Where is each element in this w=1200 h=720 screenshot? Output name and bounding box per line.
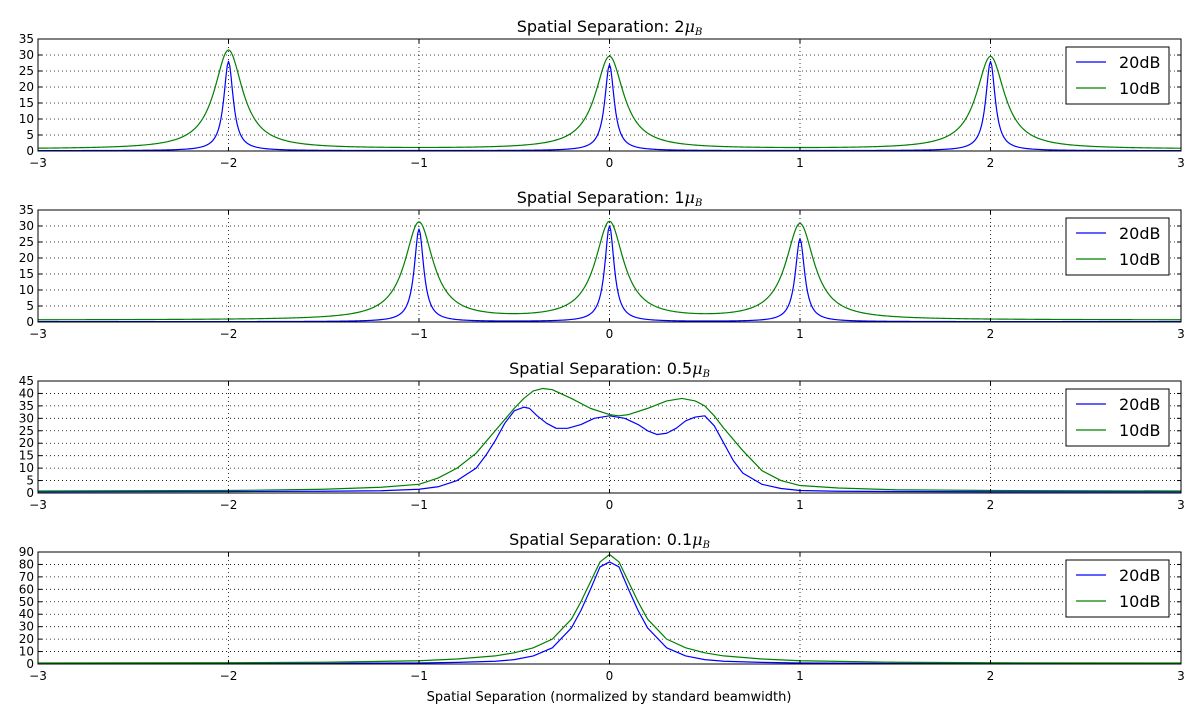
x-tick-label: 2	[987, 156, 995, 170]
y-tick-label: 35	[19, 32, 34, 46]
x-tick-label: −3	[29, 327, 47, 341]
x-tick-label: 0	[606, 498, 614, 512]
y-tick-label: 0	[26, 315, 34, 329]
series-line-10dB	[38, 387, 1181, 492]
x-tick-label: −3	[29, 669, 47, 683]
y-tick-label: 30	[19, 48, 34, 62]
x-tick-label: 1	[796, 669, 804, 683]
x-tick-label: −2	[220, 498, 238, 512]
x-tick-label: 1	[796, 498, 804, 512]
y-tick-label: 40	[19, 607, 34, 621]
legend-box	[1065, 46, 1170, 105]
y-tick-label: 5	[26, 128, 34, 142]
y-tick-label: 70	[19, 570, 34, 584]
y-tick-label: 5	[26, 474, 34, 488]
series-line-10dB	[38, 49, 1181, 149]
y-tick-label: 30	[19, 620, 34, 634]
y-tick-label: 25	[19, 235, 34, 249]
y-tick-label: 80	[19, 557, 34, 571]
y-tick-label: 35	[19, 203, 34, 217]
x-tick-label: −2	[220, 156, 238, 170]
x-tick-label: 0	[606, 669, 614, 683]
y-tick-label: 15	[19, 267, 34, 281]
x-tick-label: −1	[410, 327, 428, 341]
y-tick-label: 20	[19, 436, 34, 450]
x-tick-label: −1	[410, 498, 428, 512]
series-line-20dB	[38, 225, 1181, 322]
y-tick-label: 40	[19, 386, 34, 400]
x-tick-label: −2	[220, 669, 238, 683]
x-tick-label: 2	[987, 669, 995, 683]
y-tick-label: 25	[19, 424, 34, 438]
x-tick-label: 1	[796, 327, 804, 341]
legend-label-20dB: 20dB	[1119, 53, 1161, 72]
legend: 20dB 10dB	[1065, 559, 1170, 618]
legend-box	[1065, 388, 1170, 447]
y-tick-label: 90	[19, 545, 34, 559]
y-tick-label: 0	[26, 486, 34, 500]
y-tick-label: 20	[19, 251, 34, 265]
y-tick-label: 5	[26, 299, 34, 313]
x-tick-label: 3	[1177, 669, 1185, 683]
y-tick-label: 15	[19, 449, 34, 463]
x-tick-label: −3	[29, 498, 47, 512]
y-tick-label: 15	[19, 96, 34, 110]
x-tick-label: 2	[987, 327, 995, 341]
x-axis-label: Spatial Separation (normalized by standa…	[427, 690, 792, 705]
y-tick-label: 30	[19, 219, 34, 233]
subplot-title: Spatial Separation: 0.5μB	[509, 359, 710, 380]
y-tick-label: 10	[19, 645, 34, 659]
legend-label-20dB: 20dB	[1119, 566, 1161, 585]
x-tick-label: −3	[29, 156, 47, 170]
y-tick-label: 45	[19, 374, 34, 388]
legend: 20dB 10dB	[1065, 217, 1170, 276]
x-tick-label: 3	[1177, 327, 1185, 341]
x-tick-label: −1	[410, 669, 428, 683]
legend-label-10dB: 10dB	[1119, 250, 1161, 269]
legend-label-20dB: 20dB	[1119, 224, 1161, 243]
y-tick-label: 35	[19, 399, 34, 413]
x-tick-label: 2	[987, 498, 995, 512]
subplot-title: Spatial Separation: 1μB	[517, 188, 703, 209]
y-tick-label: 25	[19, 64, 34, 78]
y-tick-label: 20	[19, 80, 34, 94]
series-line-20dB	[38, 60, 1181, 151]
x-tick-label: 3	[1177, 156, 1185, 170]
series-line-20dB	[38, 561, 1181, 664]
legend-box	[1065, 559, 1170, 618]
y-tick-label: 60	[19, 582, 34, 596]
subplot-title: Spatial Separation: 2μB	[517, 17, 703, 38]
y-tick-label: 20	[19, 632, 34, 646]
legend: 20dB 10dB	[1065, 388, 1170, 447]
x-tick-label: 1	[796, 156, 804, 170]
y-tick-label: 10	[19, 283, 34, 297]
y-tick-label: 10	[19, 461, 34, 475]
x-tick-label: −2	[220, 327, 238, 341]
x-tick-label: 0	[606, 327, 614, 341]
legend-label-10dB: 10dB	[1119, 79, 1161, 98]
series-line-20dB	[38, 406, 1181, 493]
legend-label-20dB: 20dB	[1119, 395, 1161, 414]
y-tick-label: 10	[19, 112, 34, 126]
y-tick-label: 30	[19, 411, 34, 425]
legend: 20dB 10dB	[1065, 46, 1170, 105]
x-tick-label: 3	[1177, 498, 1185, 512]
legend-label-10dB: 10dB	[1119, 421, 1161, 440]
x-tick-label: −1	[410, 156, 428, 170]
legend-box	[1065, 217, 1170, 276]
y-tick-label: 0	[26, 144, 34, 158]
legend-label-10dB: 10dB	[1119, 592, 1161, 611]
y-tick-label: 50	[19, 595, 34, 609]
x-tick-label: 0	[606, 156, 614, 170]
y-tick-label: 0	[26, 657, 34, 671]
subplot-title: Spatial Separation: 0.1μB	[509, 530, 710, 551]
